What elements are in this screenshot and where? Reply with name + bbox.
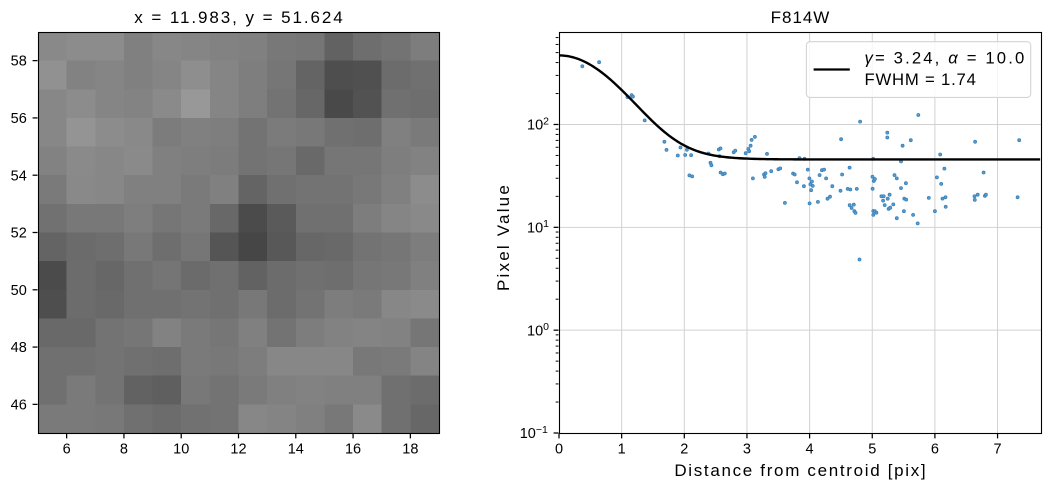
svg-text:6: 6: [931, 442, 939, 458]
svg-text:48: 48: [11, 340, 27, 356]
svg-text:Distance from centroid [pix]: Distance from centroid [pix]: [674, 461, 927, 480]
svg-text:14: 14: [288, 442, 304, 458]
svg-text:18: 18: [402, 442, 418, 458]
svg-text:8: 8: [120, 442, 128, 458]
svg-text:4: 4: [806, 442, 814, 458]
svg-text:1: 1: [618, 442, 626, 458]
svg-text:6: 6: [63, 442, 71, 458]
svg-text:γ= 3.24, α = 10.0: γ= 3.24, α = 10.0: [865, 48, 1027, 67]
svg-text:54: 54: [11, 168, 27, 184]
svg-text:Pixel Value: Pixel Value: [494, 183, 513, 291]
svg-text:5: 5: [868, 442, 876, 458]
svg-text:7: 7: [994, 442, 1002, 458]
svg-text:10: 10: [173, 442, 189, 458]
svg-text:58: 58: [11, 54, 27, 70]
svg-text:50: 50: [11, 283, 27, 299]
svg-text:3: 3: [743, 442, 751, 458]
svg-text:x = 11.983, y = 51.624: x = 11.983, y = 51.624: [134, 8, 344, 27]
svg-text:12: 12: [230, 442, 246, 458]
svg-text:0: 0: [555, 442, 563, 458]
svg-text:46: 46: [11, 397, 27, 413]
svg-text:16: 16: [345, 442, 361, 458]
svg-text:FWHM = 1.74: FWHM = 1.74: [865, 70, 977, 89]
svg-text:52: 52: [11, 226, 27, 242]
svg-text:56: 56: [11, 111, 27, 127]
svg-text:F814W: F814W: [771, 8, 831, 27]
svg-text:2: 2: [680, 442, 688, 458]
